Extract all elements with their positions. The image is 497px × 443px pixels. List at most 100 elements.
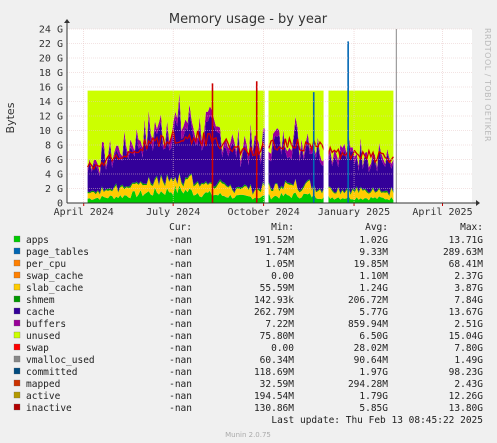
legend-max-slab_cache: 3.87G bbox=[454, 283, 483, 294]
legend-name-vmalloc_used: vmalloc_used bbox=[26, 355, 95, 366]
legend-name-per_cpu: per_cpu bbox=[26, 259, 66, 270]
legend-min-buffers: 7.22M bbox=[265, 319, 294, 330]
series-area-buffers bbox=[87, 92, 394, 177]
legend-cur-apps: -nan bbox=[169, 235, 192, 246]
munin-version: Munin 2.0.75 bbox=[225, 431, 271, 439]
y-tick-label: 10 G bbox=[39, 126, 63, 137]
last-update: Last update: Thu Feb 13 08:45:22 2025 bbox=[271, 415, 483, 426]
legend-avg-swap_cache: 1.10M bbox=[359, 271, 388, 282]
legend-max-per_cpu: 68.41M bbox=[449, 259, 484, 270]
legend-name-shmem: shmem bbox=[26, 295, 55, 306]
rrdtool-credit: RRDTOOL / TOBI OETIKER bbox=[483, 28, 492, 142]
legend-swatch-active bbox=[13, 391, 21, 399]
legend-swatch-swap_cache bbox=[13, 271, 21, 279]
legend-name-swap: swap bbox=[26, 343, 49, 354]
y-tick-label: 0 bbox=[57, 199, 63, 210]
legend-max-unused: 15.04G bbox=[449, 331, 484, 342]
legend-avg-slab_cache: 1.24G bbox=[359, 283, 388, 294]
legend-swatch-shmem bbox=[13, 295, 21, 303]
y-tick-label: 14 G bbox=[39, 97, 63, 108]
y-tick-label: 8 G bbox=[45, 141, 63, 152]
chart-title: Memory usage - by year bbox=[169, 12, 328, 27]
legend-max-swap_cache: 2.37G bbox=[454, 271, 483, 282]
legend-avg-shmem: 206.72M bbox=[348, 295, 388, 306]
legend-header-max: Max: bbox=[460, 222, 483, 233]
legend-name-apps: apps bbox=[26, 235, 49, 246]
legend-swatch-swap bbox=[13, 343, 21, 351]
legend-swatch-slab_cache bbox=[13, 283, 21, 291]
legend-swatch-unused bbox=[13, 331, 21, 339]
legend-max-active: 12.26G bbox=[449, 391, 484, 402]
legend-swatch-mapped bbox=[13, 379, 21, 387]
legend-min-vmalloc_used: 60.34M bbox=[260, 355, 295, 366]
y-tick-label: 22 G bbox=[39, 39, 63, 50]
legend-min-page_tables: 1.74M bbox=[265, 247, 294, 258]
data-gap bbox=[264, 29, 269, 203]
legend-swatch-page_tables bbox=[13, 247, 21, 255]
legend-name-unused: unused bbox=[26, 331, 60, 342]
legend-cur-page_tables: -nan bbox=[169, 247, 192, 258]
x-tick-label: January 2025 bbox=[318, 207, 390, 218]
legend-max-vmalloc_used: 1.49G bbox=[454, 355, 483, 366]
legend-cur-slab_cache: -nan bbox=[169, 283, 192, 294]
legend-cur-swap: -nan bbox=[169, 343, 192, 354]
legend-swatch-vmalloc_used bbox=[13, 355, 21, 363]
legend-cur-committed: -nan bbox=[169, 367, 192, 378]
legend-cur-vmalloc_used: -nan bbox=[169, 355, 192, 366]
legend-min-swap_cache: 0.00 bbox=[271, 271, 294, 282]
legend-max-cache: 13.67G bbox=[449, 307, 484, 318]
legend-min-per_cpu: 1.05M bbox=[265, 259, 294, 270]
legend-name-active: active bbox=[26, 391, 61, 402]
legend-max-inactive: 13.80G bbox=[449, 403, 484, 414]
legend-avg-vmalloc_used: 90.64M bbox=[354, 355, 389, 366]
y-axis-label: Bytes bbox=[4, 102, 17, 133]
legend-max-apps: 13.71G bbox=[449, 235, 484, 246]
legend-swatch-committed bbox=[13, 367, 21, 375]
legend-name-committed: committed bbox=[26, 367, 77, 378]
legend: Cur: Min: Avg: Max: apps -nan 191.52M 1.02G 13.7… bbox=[13, 222, 484, 414]
y-tick-label: 4 G bbox=[45, 170, 63, 181]
series-area-cache bbox=[87, 101, 394, 195]
legend-avg-swap: 28.02M bbox=[354, 343, 389, 354]
legend-cur-shmem: -nan bbox=[169, 295, 192, 306]
series-line-inactive bbox=[87, 129, 394, 171]
y-tick-label: 12 G bbox=[39, 112, 63, 123]
legend-max-committed: 98.23G bbox=[449, 367, 484, 378]
legend-name-page_tables: page_tables bbox=[26, 247, 89, 258]
legend-header-cur: Cur: bbox=[169, 222, 192, 233]
legend-cur-mapped: -nan bbox=[169, 379, 192, 390]
legend-max-page_tables: 289.63M bbox=[443, 247, 483, 258]
legend-min-shmem: 142.93k bbox=[254, 295, 294, 306]
legend-min-cache: 262.79M bbox=[254, 307, 294, 318]
legend-max-buffers: 2.51G bbox=[454, 319, 483, 330]
axes: 0 2 G 4 G 6 G 8 G 10 G 12 G 14 G 16 G 18 G 20 G 22 … bbox=[39, 19, 480, 218]
x-axis-arrow bbox=[476, 200, 480, 206]
series-area-slab_cache bbox=[87, 174, 394, 201]
legend-min-swap: 0.00 bbox=[271, 343, 294, 354]
y-axis-arrow bbox=[64, 19, 70, 23]
legend-name-cache: cache bbox=[26, 307, 55, 318]
y-tick-label: 18 G bbox=[39, 68, 63, 79]
y-tick-label: 16 G bbox=[39, 83, 63, 94]
legend-swatch-per_cpu bbox=[13, 259, 21, 267]
legend-min-active: 194.54M bbox=[254, 391, 294, 402]
legend-header-min: Min: bbox=[271, 222, 294, 233]
legend-cur-unused: -nan bbox=[169, 331, 192, 342]
legend-swatch-apps bbox=[13, 235, 21, 243]
legend-avg-per_cpu: 19.85M bbox=[354, 259, 389, 270]
y-tick-label: 2 G bbox=[45, 184, 63, 195]
legend-max-swap: 7.80G bbox=[454, 343, 483, 354]
y-tick-label: 24 G bbox=[39, 25, 63, 36]
legend-min-committed: 118.69M bbox=[254, 367, 294, 378]
legend-cur-buffers: -nan bbox=[169, 319, 192, 330]
legend-name-mapped: mapped bbox=[26, 379, 60, 390]
legend-avg-page_tables: 9.33M bbox=[359, 247, 388, 258]
x-tick-label: July 2024 bbox=[146, 207, 200, 218]
legend-cur-inactive: -nan bbox=[169, 403, 192, 414]
series-area-unused bbox=[87, 90, 394, 174]
x-tick-label: April 2024 bbox=[54, 207, 114, 218]
legend-min-inactive: 130.86M bbox=[254, 403, 294, 414]
legend-header-avg: Avg: bbox=[365, 222, 388, 233]
legend-name-slab_cache: slab_cache bbox=[26, 283, 83, 294]
series-area-apps bbox=[87, 185, 394, 203]
